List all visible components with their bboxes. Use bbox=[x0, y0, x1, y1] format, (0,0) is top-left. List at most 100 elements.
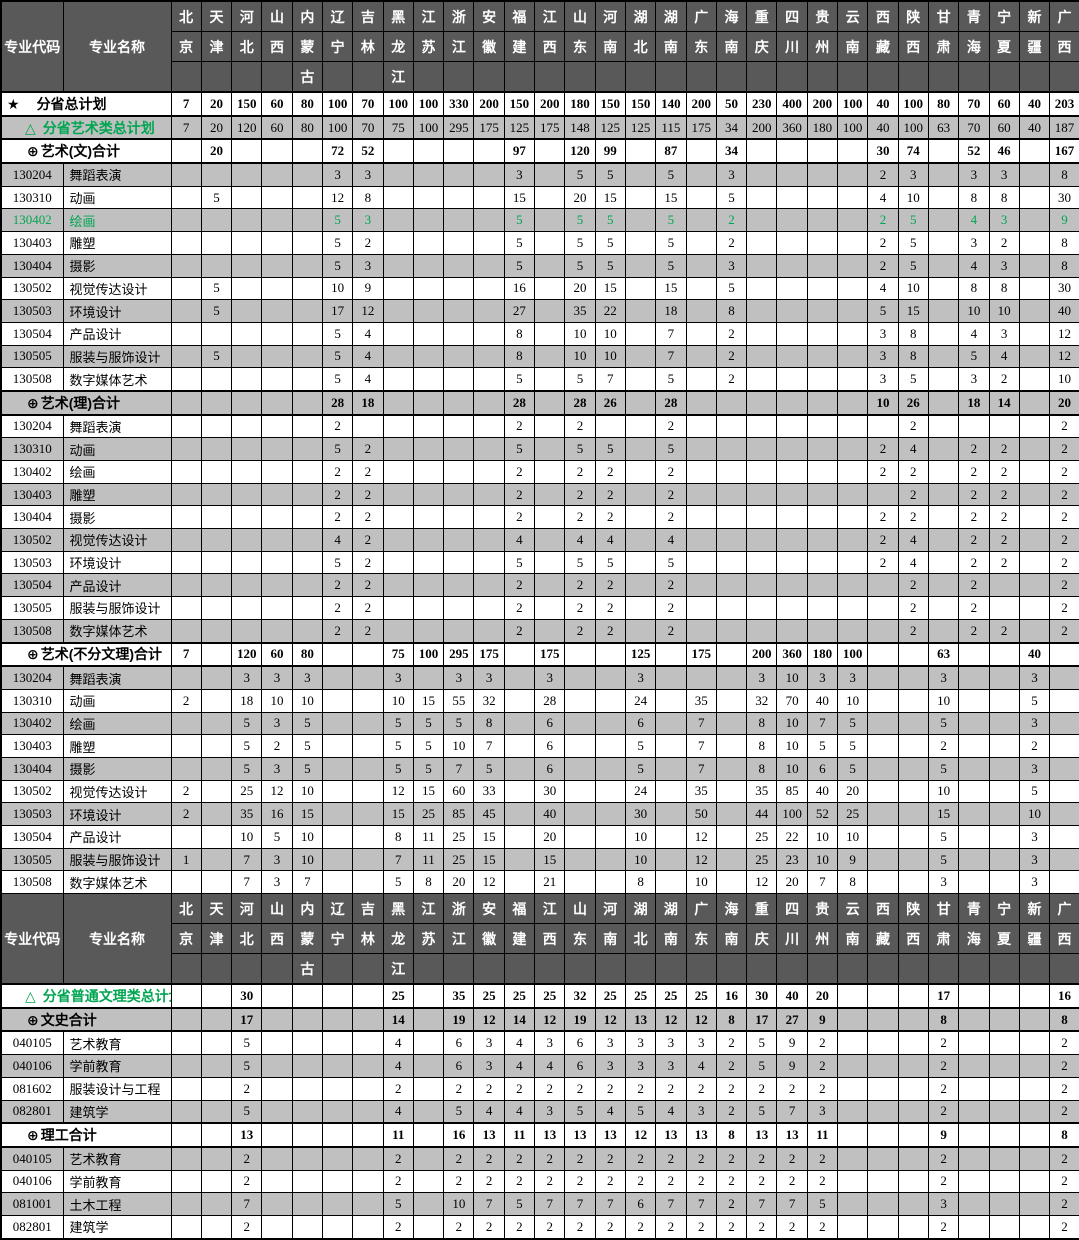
plan-value-cell: 4 bbox=[503, 528, 536, 552]
plan-value-cell bbox=[867, 482, 899, 507]
plan-value-cell: 2 bbox=[352, 618, 384, 644]
major-name-cell: 艺术教育 bbox=[62, 1030, 172, 1056]
plan-value-cell: 20 bbox=[776, 870, 808, 895]
plan-value-cell: 2 bbox=[503, 596, 536, 620]
plan-value-cell bbox=[200, 162, 233, 187]
plan-value-cell: 2 bbox=[231, 1214, 263, 1240]
plan-value-cell: 4 bbox=[352, 321, 384, 346]
province-col-header bbox=[412, 953, 445, 985]
plan-value-cell: 3 bbox=[1018, 825, 1051, 849]
province-col-header: 江 bbox=[443, 31, 475, 62]
plan-value-cell bbox=[564, 688, 596, 713]
plan-value-cell: 3 bbox=[473, 665, 505, 690]
province-col-header: 东 bbox=[685, 923, 717, 955]
plan-value-cell: 2 bbox=[443, 1214, 475, 1240]
plan-value-cell: 4 bbox=[655, 1099, 687, 1124]
plan-value-cell bbox=[352, 734, 384, 758]
plan-value-cell: 4 bbox=[897, 437, 929, 461]
plan-value-cell bbox=[685, 185, 717, 210]
plan-value-cell bbox=[1018, 528, 1051, 552]
plan-value-cell: 24 bbox=[624, 688, 657, 713]
plan-value-cell bbox=[503, 870, 536, 895]
plan-value-cell: 3 bbox=[988, 208, 1020, 233]
plan-value-cell: 3 bbox=[261, 665, 293, 690]
plan-value-cell bbox=[1049, 641, 1079, 668]
plan-value-cell: 5 bbox=[503, 208, 536, 233]
plan-value-cell: 7 bbox=[685, 711, 717, 736]
province-col-header bbox=[503, 953, 536, 985]
plan-value-cell bbox=[170, 1214, 202, 1240]
province-col-header: 海 bbox=[958, 923, 990, 955]
plan-value-cell: 2 bbox=[746, 1169, 778, 1194]
plan-value-cell bbox=[261, 550, 293, 575]
province-col-header: 庆 bbox=[746, 31, 778, 62]
plan-value-cell: 2 bbox=[988, 460, 1020, 484]
plan-value-cell bbox=[412, 1054, 445, 1078]
plan-value-cell bbox=[412, 1192, 445, 1216]
plan-value-cell bbox=[927, 138, 960, 165]
plan-value-cell: 5 bbox=[443, 1099, 475, 1124]
plan-value-cell: 100 bbox=[412, 114, 445, 141]
summary-label-text: 艺术(理)合计 bbox=[40, 394, 121, 411]
plan-value-cell: 3 bbox=[231, 665, 263, 690]
plan-value-cell: 3 bbox=[594, 1030, 626, 1056]
province-col-header bbox=[837, 953, 869, 985]
major-row: 130505 服装与服饰设计 2 2 2 2 2 2 2 2 2 bbox=[0, 596, 1079, 620]
province-col-header: 蒙 bbox=[291, 31, 323, 62]
plan-value-cell: 2 bbox=[655, 414, 687, 439]
plan-value-cell bbox=[261, 596, 293, 620]
plan-value-cell: 5 bbox=[624, 1099, 657, 1124]
plan-value-cell bbox=[988, 802, 1020, 826]
plan-value-cell bbox=[291, 437, 323, 461]
plan-value-cell: 5 bbox=[231, 711, 263, 736]
plan-value-cell: 2 bbox=[806, 1214, 839, 1240]
plan-value-cell bbox=[897, 1006, 929, 1033]
header-row: 京津北西蒙宁林龙苏江徽建西东南北南东南庆川州南藏西肃海夏疆西 bbox=[1, 923, 1079, 955]
plan-value-cell: 20 bbox=[806, 983, 839, 1009]
plan-value-cell: 2 bbox=[927, 1169, 960, 1194]
major-code-cell: 130204 bbox=[0, 665, 64, 690]
plan-value-cell: 5 bbox=[715, 276, 748, 301]
plan-value-cell: 5 bbox=[382, 711, 414, 736]
plan-value-cell bbox=[715, 389, 748, 416]
plan-value-cell: 2 bbox=[1049, 1214, 1079, 1240]
header-row: 古江 bbox=[1, 953, 1079, 985]
plan-value-cell: 2 bbox=[473, 1214, 505, 1240]
major-code-cell: 130404 bbox=[0, 253, 64, 278]
province-col-header: 吉 bbox=[352, 0, 384, 32]
plan-value-cell: 148 bbox=[564, 114, 596, 141]
plan-value-cell: 200 bbox=[806, 91, 839, 117]
plan-value-cell bbox=[291, 1169, 323, 1194]
plan-value-cell bbox=[988, 1169, 1020, 1194]
plan-value-cell bbox=[927, 550, 960, 575]
province-col-header: 江 bbox=[412, 893, 445, 925]
plan-value-cell: 35 bbox=[746, 779, 778, 804]
plan-value-cell: 2 bbox=[715, 208, 748, 233]
plan-value-cell bbox=[988, 688, 1020, 713]
plan-value-cell bbox=[534, 618, 566, 644]
plan-value-cell: 63 bbox=[927, 641, 960, 668]
plan-value-cell: 8 bbox=[503, 321, 536, 346]
plan-value-cell: 12 bbox=[1049, 344, 1079, 369]
plan-value-cell: 8 bbox=[412, 870, 445, 895]
plan-value-cell bbox=[806, 367, 839, 392]
plan-value-cell bbox=[200, 208, 233, 233]
province-col-header: 京 bbox=[170, 31, 202, 62]
plan-value-cell: 2 bbox=[231, 1076, 263, 1101]
plan-value-cell bbox=[231, 344, 263, 369]
plan-value-cell bbox=[897, 641, 929, 668]
plan-value-cell: 20 bbox=[200, 91, 233, 117]
plan-value-cell: 30 bbox=[534, 779, 566, 804]
major-code-cell: 081001 bbox=[0, 1192, 64, 1216]
plan-value-cell bbox=[715, 618, 748, 644]
plan-value-cell bbox=[291, 528, 323, 552]
plan-value-cell: 7 bbox=[473, 1192, 505, 1216]
plan-value-cell: 2 bbox=[503, 1076, 536, 1101]
plan-value-cell bbox=[352, 711, 384, 736]
plan-value-cell: 2 bbox=[1049, 1099, 1079, 1124]
plan-value-cell bbox=[776, 276, 808, 301]
plan-value-cell bbox=[746, 596, 778, 620]
major-row: 130504 产品设计 5 4 8 10 10 7 2 3 8 4 3 12 bbox=[0, 321, 1079, 346]
province-col-header bbox=[534, 61, 566, 93]
plan-value-cell bbox=[200, 665, 233, 690]
